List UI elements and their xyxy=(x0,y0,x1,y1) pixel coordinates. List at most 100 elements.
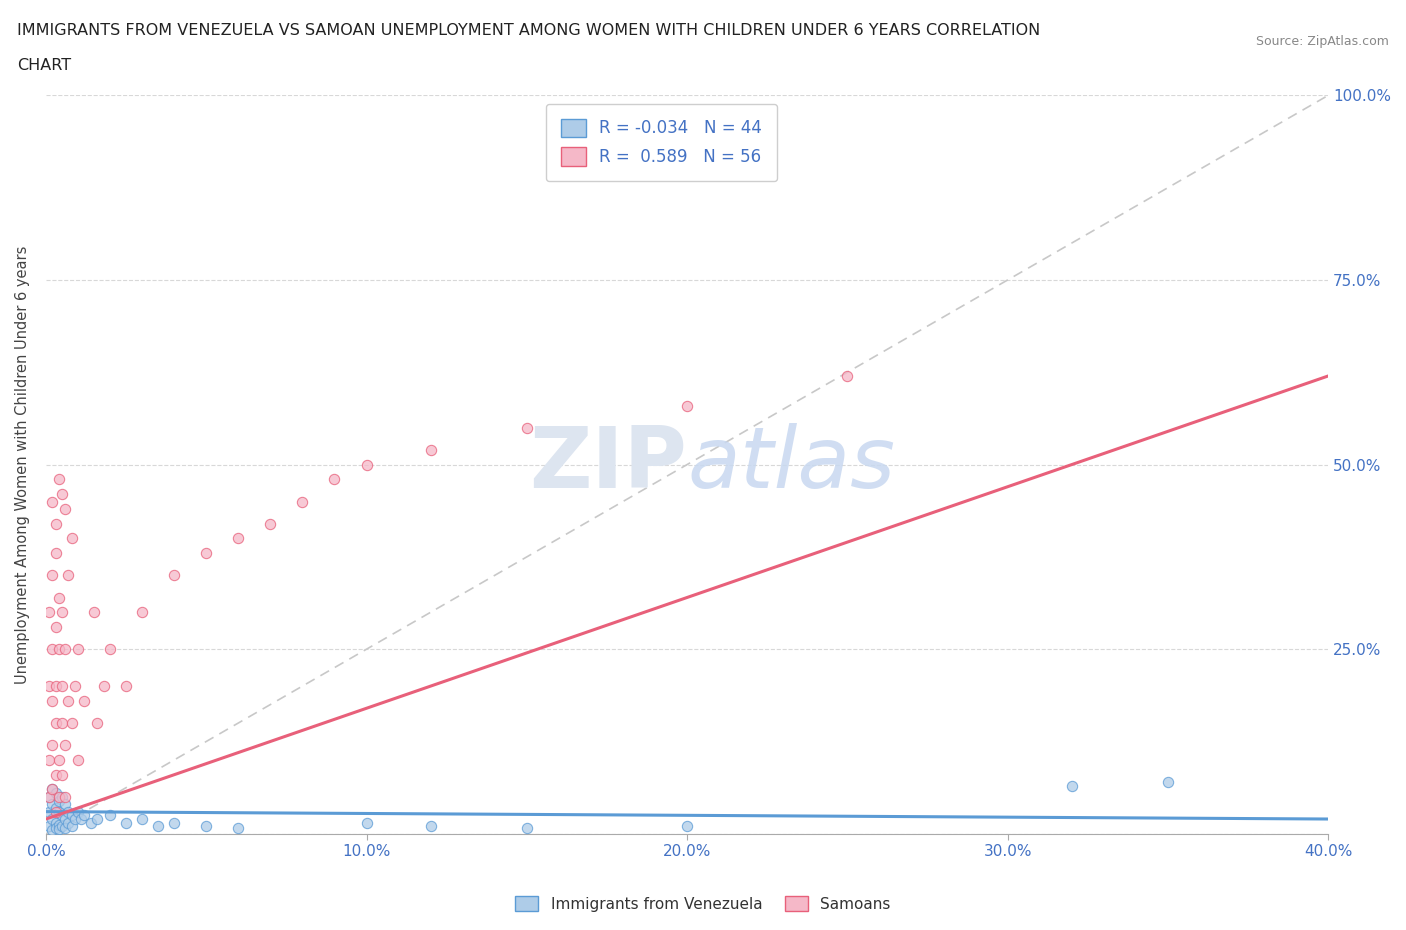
Point xyxy=(38,679,60,694)
Point xyxy=(60,819,83,834)
Point xyxy=(356,458,378,472)
Point xyxy=(51,819,73,834)
Point xyxy=(41,782,63,797)
Point xyxy=(38,604,60,619)
Point xyxy=(516,820,538,835)
Point xyxy=(48,590,70,604)
Point xyxy=(53,501,76,516)
Point xyxy=(48,642,70,657)
Point xyxy=(131,812,153,827)
Point xyxy=(86,812,108,827)
Point xyxy=(676,819,699,834)
Y-axis label: Unemployment Among Women with Children Under 6 years: Unemployment Among Women with Children U… xyxy=(15,246,30,684)
Point xyxy=(41,642,63,657)
Point xyxy=(45,715,67,730)
Point xyxy=(41,568,63,583)
Point xyxy=(45,516,67,531)
Point xyxy=(66,752,89,767)
Point xyxy=(259,516,281,531)
Point xyxy=(66,804,89,819)
Point xyxy=(51,486,73,501)
Point xyxy=(38,790,60,804)
Point xyxy=(48,817,70,832)
Point xyxy=(146,819,169,834)
Point xyxy=(53,812,76,827)
Point xyxy=(131,604,153,619)
Point xyxy=(93,679,115,694)
Point xyxy=(195,546,218,561)
Point xyxy=(60,715,83,730)
Point xyxy=(53,820,76,835)
Point xyxy=(45,619,67,634)
Point xyxy=(45,546,67,561)
Point xyxy=(48,821,70,836)
Point xyxy=(163,816,186,830)
Point xyxy=(48,790,70,804)
Point xyxy=(419,819,441,834)
Point xyxy=(1157,775,1180,790)
Point xyxy=(51,790,73,804)
Point xyxy=(51,767,73,782)
Point xyxy=(51,808,73,823)
Point xyxy=(41,694,63,709)
Point xyxy=(70,812,93,827)
Point xyxy=(38,819,60,834)
Point xyxy=(41,494,63,509)
Point xyxy=(45,820,67,835)
Point xyxy=(419,443,441,458)
Point xyxy=(66,642,89,657)
Point xyxy=(115,679,138,694)
Point xyxy=(48,472,70,486)
Point xyxy=(516,420,538,435)
Point xyxy=(45,816,67,830)
Point xyxy=(53,642,76,657)
Point xyxy=(98,642,121,657)
Point xyxy=(63,812,86,827)
Text: IMMIGRANTS FROM VENEZUELA VS SAMOAN UNEMPLOYMENT AMONG WOMEN WITH CHILDREN UNDER: IMMIGRANTS FROM VENEZUELA VS SAMOAN UNEM… xyxy=(17,23,1040,38)
Point xyxy=(226,531,249,546)
Point xyxy=(86,715,108,730)
Point xyxy=(676,398,699,413)
Point xyxy=(48,804,70,819)
Point xyxy=(41,782,63,797)
Point xyxy=(45,679,67,694)
Point xyxy=(356,816,378,830)
Point xyxy=(38,752,60,767)
Point xyxy=(51,715,73,730)
Point xyxy=(291,494,314,509)
Point xyxy=(41,823,63,838)
Point xyxy=(38,804,60,819)
Point xyxy=(163,568,186,583)
Point xyxy=(837,368,859,383)
Point xyxy=(63,679,86,694)
Point xyxy=(53,737,76,752)
Point xyxy=(48,752,70,767)
Point xyxy=(51,604,73,619)
Point xyxy=(115,816,138,830)
Legend: Immigrants from Venezuela, Samoans: Immigrants from Venezuela, Samoans xyxy=(509,889,897,918)
Point xyxy=(98,808,121,823)
Point xyxy=(41,812,63,827)
Point xyxy=(58,816,80,830)
Point xyxy=(45,804,67,819)
Point xyxy=(80,816,103,830)
Text: atlas: atlas xyxy=(688,423,896,506)
Point xyxy=(45,786,67,801)
Point xyxy=(60,808,83,823)
Text: ZIP: ZIP xyxy=(529,423,688,506)
Point xyxy=(41,797,63,812)
Point xyxy=(48,793,70,808)
Point xyxy=(73,694,96,709)
Point xyxy=(41,737,63,752)
Text: Source: ZipAtlas.com: Source: ZipAtlas.com xyxy=(1256,35,1389,48)
Text: CHART: CHART xyxy=(17,58,70,73)
Point xyxy=(195,819,218,834)
Point xyxy=(53,790,76,804)
Point xyxy=(83,604,105,619)
Point xyxy=(53,797,76,812)
Point xyxy=(60,531,83,546)
Point xyxy=(38,790,60,804)
Point xyxy=(45,801,67,816)
Point xyxy=(58,694,80,709)
Point xyxy=(226,820,249,835)
